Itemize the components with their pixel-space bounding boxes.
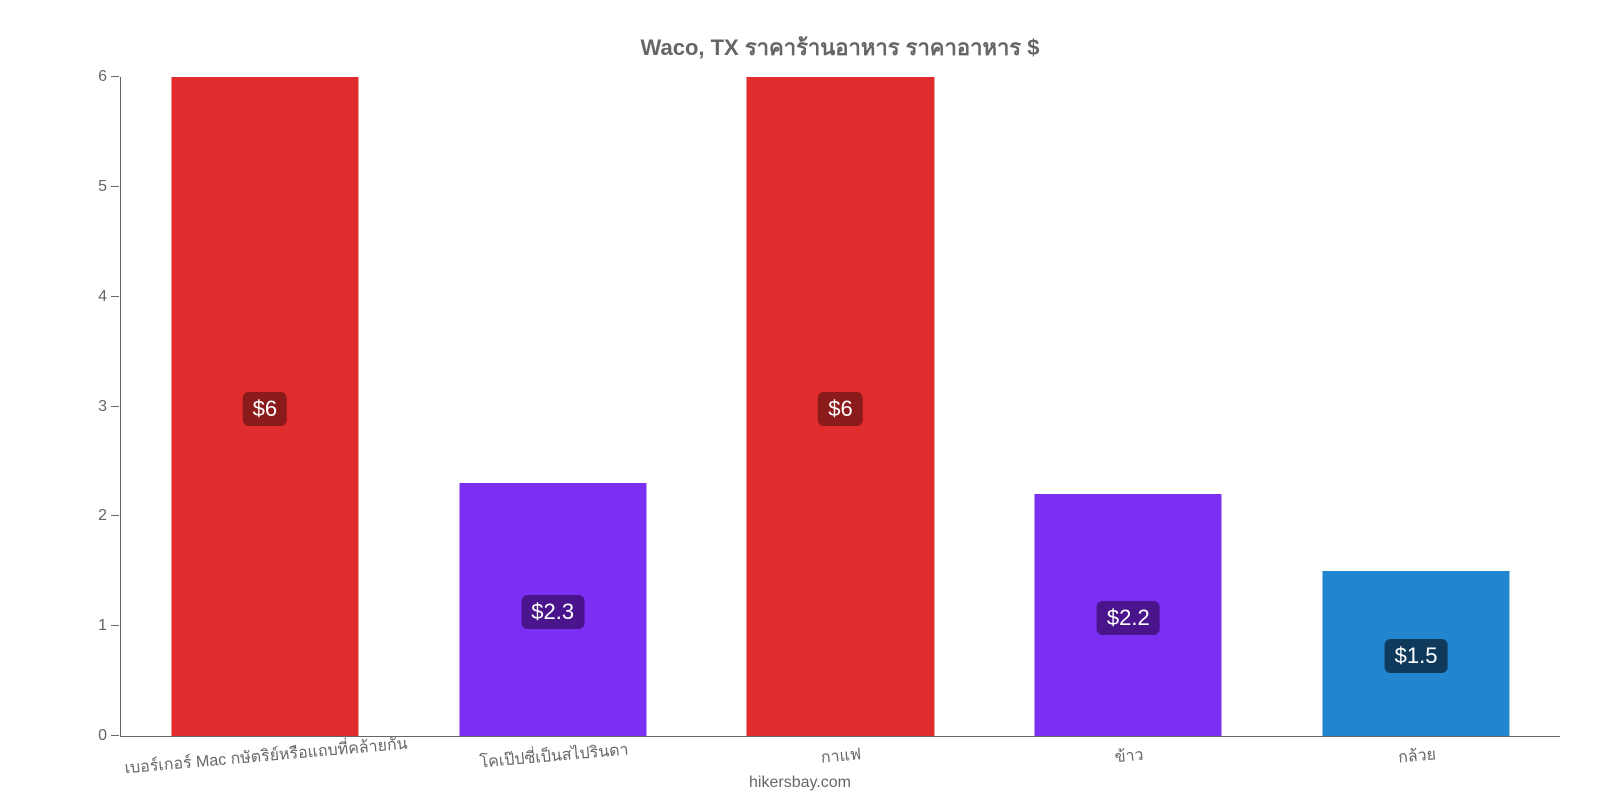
y-tick [111, 76, 119, 77]
x-category-label: กาแฟ [820, 742, 862, 770]
y-tick [111, 406, 119, 407]
value-badge: $2.3 [521, 595, 584, 629]
bar-slot: $2.3โคเป๊ปซี่เป็นสไปรินดา [409, 77, 697, 736]
value-badge: $1.5 [1385, 639, 1448, 673]
y-tick-label: 3 [98, 398, 107, 416]
y-tick-label: 1 [98, 617, 107, 635]
bars-layer: $6เบอร์เกอร์ Mac กษัตริย์หรือแถบที่คล้าย… [121, 77, 1560, 736]
value-badge: $6 [243, 392, 287, 426]
y-tick-label: 4 [98, 288, 107, 306]
y-tick [111, 515, 119, 516]
attribution-text: hikersbay.com [0, 774, 1600, 792]
y-tick-label: 5 [98, 178, 107, 196]
y-tick [111, 186, 119, 187]
chart-title: Waco, TX ราคาร้านอาหาร ราคาอาหาร $ [120, 30, 1560, 65]
y-tick [111, 625, 119, 626]
plot-area: $6เบอร์เกอร์ Mac กษัตริย์หรือแถบที่คล้าย… [120, 77, 1560, 737]
x-category-label: โคเป๊ปซี่เป็นสไปรินดา [478, 737, 629, 775]
value-badge: $6 [818, 392, 862, 426]
y-tick [111, 296, 119, 297]
bar-slot: $2.2ข้าว [984, 77, 1272, 736]
chart-container: Waco, TX ราคาร้านอาหาร ราคาอาหาร $ $6เบอ… [0, 0, 1600, 800]
bar-slot: $6เบอร์เกอร์ Mac กษัตริย์หรือแถบที่คล้าย… [121, 77, 409, 736]
bar-slot: $1.5กล้วย [1272, 77, 1560, 736]
y-tick-label: 2 [98, 507, 107, 525]
x-category-label: กล้วย [1397, 742, 1437, 770]
y-tick [111, 735, 119, 736]
bar-slot: $6กาแฟ [697, 77, 985, 736]
value-badge: $2.2 [1097, 601, 1160, 635]
y-tick-label: 6 [98, 68, 107, 86]
y-tick-label: 0 [98, 727, 107, 745]
x-category-label: ข้าว [1114, 743, 1145, 770]
